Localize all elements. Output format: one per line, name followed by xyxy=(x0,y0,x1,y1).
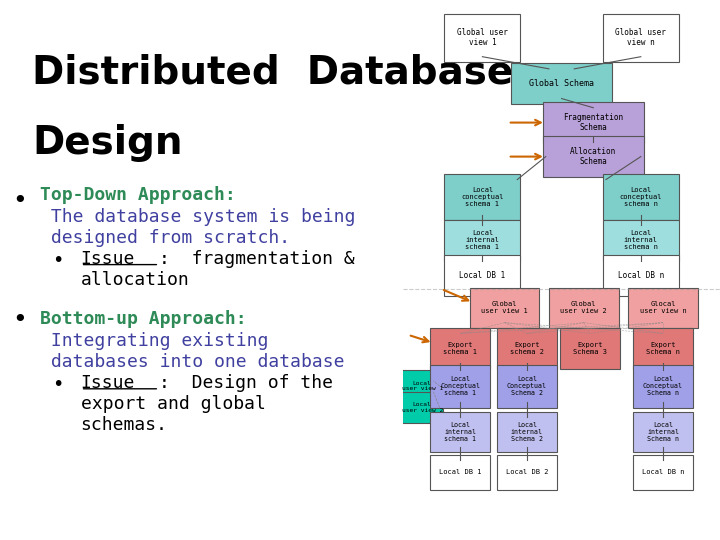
FancyBboxPatch shape xyxy=(543,102,644,143)
FancyBboxPatch shape xyxy=(633,364,693,408)
FancyBboxPatch shape xyxy=(549,287,618,328)
FancyBboxPatch shape xyxy=(444,220,521,260)
Text: Export
schema 2: Export schema 2 xyxy=(510,342,544,355)
Text: Global Schema: Global Schema xyxy=(529,79,594,88)
FancyBboxPatch shape xyxy=(469,287,539,328)
Text: Global
user view 1: Global user view 1 xyxy=(481,301,528,314)
Text: Global user
view 1: Global user view 1 xyxy=(457,28,508,48)
Text: Allocation
Schema: Allocation Schema xyxy=(570,147,616,166)
FancyBboxPatch shape xyxy=(430,411,490,453)
Text: Local
conceptual
schema 1: Local conceptual schema 1 xyxy=(461,187,504,207)
Text: :  Design of the: : Design of the xyxy=(159,374,333,392)
Text: Local DB n: Local DB n xyxy=(618,271,664,280)
FancyBboxPatch shape xyxy=(543,137,644,177)
Text: Local DB 1: Local DB 1 xyxy=(439,469,482,476)
Text: Local DB 1: Local DB 1 xyxy=(459,271,505,280)
FancyBboxPatch shape xyxy=(603,174,679,220)
FancyBboxPatch shape xyxy=(430,328,490,369)
FancyBboxPatch shape xyxy=(430,455,490,490)
Text: Local
internal
schema 1: Local internal schema 1 xyxy=(444,422,476,442)
FancyBboxPatch shape xyxy=(444,255,521,296)
Text: schemas.: schemas. xyxy=(81,416,168,434)
FancyBboxPatch shape xyxy=(633,455,693,490)
Text: Local
Conceptual
Schema n: Local Conceptual Schema n xyxy=(643,376,683,396)
Text: Local DB 2: Local DB 2 xyxy=(505,469,548,476)
FancyBboxPatch shape xyxy=(633,328,693,369)
Text: allocation: allocation xyxy=(81,271,189,289)
Text: Local
internal
Schema n: Local internal Schema n xyxy=(647,422,679,442)
FancyBboxPatch shape xyxy=(603,220,679,260)
Text: Issue: Issue xyxy=(81,250,135,268)
Text: Global user
view n: Global user view n xyxy=(616,28,666,48)
Text: Local
internal
Schema 2: Local internal Schema 2 xyxy=(510,422,543,442)
Text: Top-Down Approach:: Top-Down Approach: xyxy=(40,186,236,204)
FancyBboxPatch shape xyxy=(402,370,443,402)
FancyBboxPatch shape xyxy=(444,14,521,62)
Text: Export
schema 1: Export schema 1 xyxy=(444,342,477,355)
Text: Local
internal
schema n: Local internal schema n xyxy=(624,230,658,251)
FancyBboxPatch shape xyxy=(603,255,679,296)
Text: The database system is being: The database system is being xyxy=(40,208,356,226)
FancyBboxPatch shape xyxy=(497,455,557,490)
Text: databases into one database: databases into one database xyxy=(40,353,345,371)
Text: •: • xyxy=(12,308,27,332)
FancyBboxPatch shape xyxy=(497,411,557,453)
Text: Distributed  Database: Distributed Database xyxy=(32,54,513,92)
Text: Export
Schema n: Export Schema n xyxy=(646,342,680,355)
Text: Local
conceptual
schema n: Local conceptual schema n xyxy=(619,187,662,207)
Text: designed from scratch.: designed from scratch. xyxy=(40,229,290,247)
Text: Issue: Issue xyxy=(81,374,135,392)
Text: Global
user view 2: Global user view 2 xyxy=(560,301,607,314)
Text: Local
Conceptual
Schema 2: Local Conceptual Schema 2 xyxy=(507,376,546,396)
Text: Integrating existing: Integrating existing xyxy=(40,332,269,350)
Text: Local
user view 2: Local user view 2 xyxy=(402,402,443,413)
FancyBboxPatch shape xyxy=(402,392,443,423)
Text: Fragmentation
Schema: Fragmentation Schema xyxy=(563,113,624,132)
Text: Local
internal
schema 1: Local internal schema 1 xyxy=(465,230,500,251)
Text: Local
Conceptual
schema 1: Local Conceptual schema 1 xyxy=(440,376,480,396)
Text: Export
Schema 3: Export Schema 3 xyxy=(573,342,607,355)
FancyBboxPatch shape xyxy=(444,174,521,220)
FancyBboxPatch shape xyxy=(497,328,557,369)
Text: •: • xyxy=(12,189,27,213)
Text: Local
user view 1: Local user view 1 xyxy=(402,381,443,392)
Text: :  fragmentation &: : fragmentation & xyxy=(159,250,355,268)
FancyBboxPatch shape xyxy=(497,364,557,408)
FancyBboxPatch shape xyxy=(430,364,490,408)
Text: Local DB n: Local DB n xyxy=(642,469,684,476)
Text: Bottom-up Approach:: Bottom-up Approach: xyxy=(40,310,247,328)
Text: Glocal
user view n: Glocal user view n xyxy=(639,301,686,314)
FancyBboxPatch shape xyxy=(628,287,698,328)
Text: •: • xyxy=(53,375,64,394)
Text: export and global: export and global xyxy=(81,395,266,413)
Text: Design: Design xyxy=(32,124,183,162)
FancyBboxPatch shape xyxy=(560,328,620,369)
FancyBboxPatch shape xyxy=(511,64,612,104)
FancyBboxPatch shape xyxy=(603,14,679,62)
FancyBboxPatch shape xyxy=(633,411,693,453)
Text: •: • xyxy=(53,251,64,270)
